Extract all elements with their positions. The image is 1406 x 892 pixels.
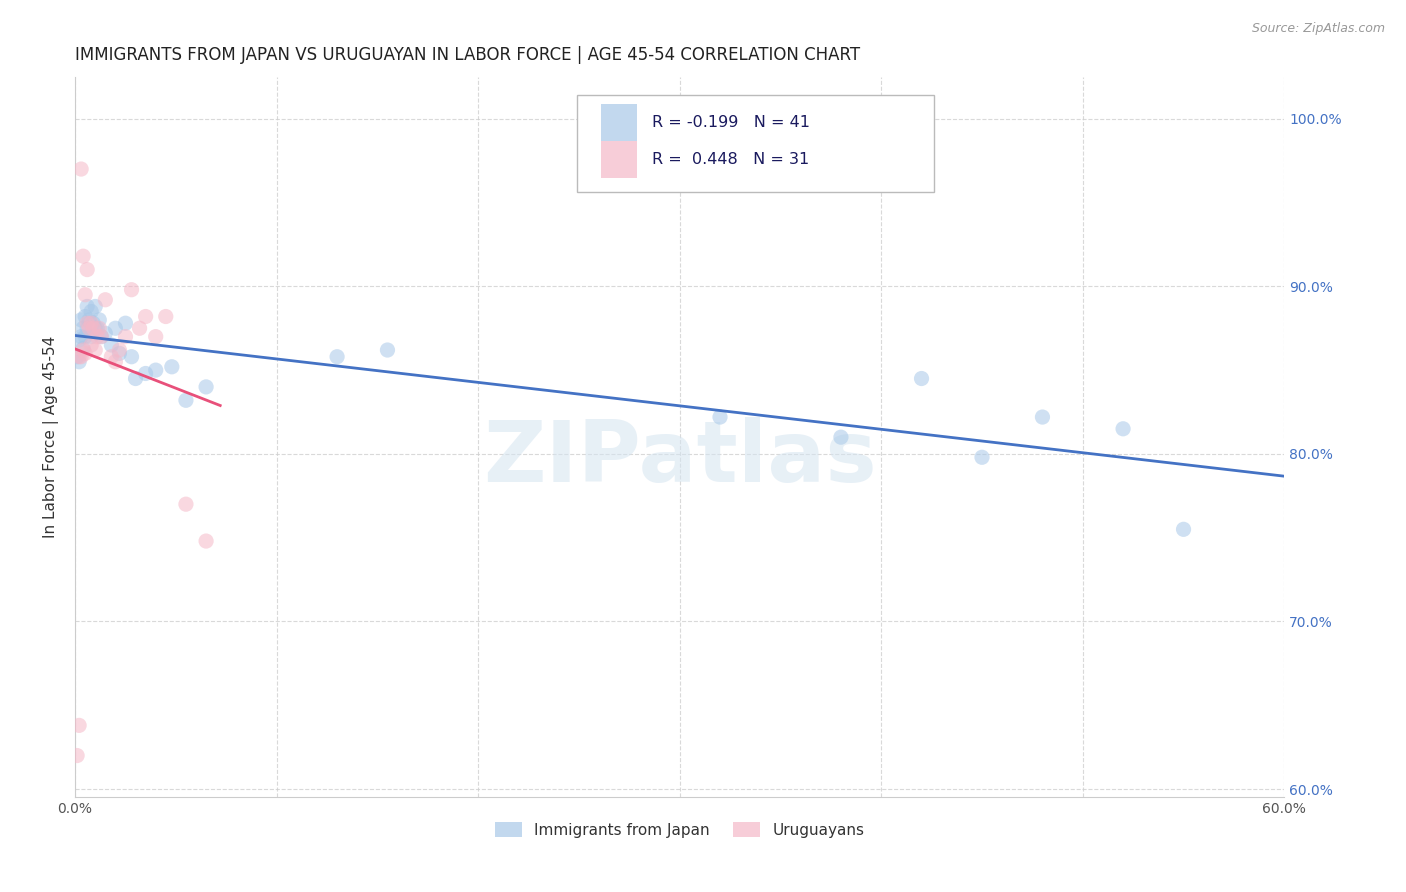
Point bbox=[70, 350, 93, 364]
Point bbox=[80, 329, 103, 343]
Point bbox=[76, 262, 98, 277]
Point bbox=[104, 321, 127, 335]
Point bbox=[72, 249, 94, 263]
Point bbox=[104, 355, 127, 369]
Point bbox=[86, 329, 108, 343]
Point bbox=[124, 371, 146, 385]
Point bbox=[76, 321, 98, 335]
Point bbox=[135, 367, 157, 381]
Point bbox=[72, 321, 94, 335]
Point bbox=[100, 338, 122, 352]
Point bbox=[910, 371, 932, 385]
FancyBboxPatch shape bbox=[602, 103, 637, 141]
Point bbox=[82, 316, 104, 330]
Point bbox=[94, 293, 117, 307]
Point bbox=[121, 283, 143, 297]
Point bbox=[67, 350, 90, 364]
Point bbox=[174, 393, 197, 408]
Point bbox=[1173, 522, 1195, 536]
Point bbox=[89, 321, 111, 335]
Point bbox=[70, 329, 93, 343]
Point bbox=[128, 321, 150, 335]
Point bbox=[72, 342, 94, 356]
Point bbox=[82, 321, 104, 335]
Point bbox=[70, 313, 93, 327]
Point bbox=[970, 450, 993, 465]
Point bbox=[174, 497, 197, 511]
Point bbox=[114, 316, 136, 330]
Point bbox=[72, 343, 94, 357]
Point bbox=[145, 363, 167, 377]
Point bbox=[1112, 422, 1135, 436]
Point bbox=[70, 162, 93, 177]
Text: ZIPatlas: ZIPatlas bbox=[482, 417, 876, 500]
Point bbox=[90, 329, 112, 343]
Point bbox=[326, 350, 349, 364]
Point bbox=[108, 346, 131, 360]
Point bbox=[76, 300, 98, 314]
Text: R = -0.199   N = 41: R = -0.199 N = 41 bbox=[652, 115, 810, 129]
FancyBboxPatch shape bbox=[576, 95, 934, 192]
Point bbox=[121, 350, 143, 364]
Text: IMMIGRANTS FROM JAPAN VS URUGUAYAN IN LABOR FORCE | AGE 45-54 CORRELATION CHART: IMMIGRANTS FROM JAPAN VS URUGUAYAN IN LA… bbox=[75, 46, 860, 64]
Point bbox=[67, 718, 90, 732]
Point bbox=[89, 313, 111, 327]
FancyBboxPatch shape bbox=[602, 141, 637, 178]
Text: R =  0.448   N = 31: R = 0.448 N = 31 bbox=[652, 153, 808, 168]
Point bbox=[84, 343, 107, 357]
Point bbox=[75, 310, 97, 324]
Point bbox=[195, 534, 218, 549]
Point bbox=[77, 321, 100, 335]
Point bbox=[66, 350, 89, 364]
Point bbox=[67, 355, 90, 369]
Point bbox=[94, 326, 117, 341]
Text: Source: ZipAtlas.com: Source: ZipAtlas.com bbox=[1251, 22, 1385, 36]
Point bbox=[377, 343, 399, 357]
Point bbox=[84, 321, 107, 335]
Y-axis label: In Labor Force | Age 45-54: In Labor Force | Age 45-54 bbox=[44, 336, 59, 538]
Point bbox=[160, 359, 183, 374]
Legend: Immigrants from Japan, Uruguayans: Immigrants from Japan, Uruguayans bbox=[489, 815, 870, 844]
Point bbox=[100, 350, 122, 364]
Point bbox=[114, 329, 136, 343]
Point bbox=[155, 310, 177, 324]
Point bbox=[830, 430, 852, 444]
Point bbox=[86, 321, 108, 335]
Point bbox=[84, 300, 107, 314]
Point bbox=[76, 316, 98, 330]
Point bbox=[135, 310, 157, 324]
Point bbox=[709, 410, 731, 425]
Point bbox=[67, 333, 90, 347]
Point bbox=[66, 748, 89, 763]
Point bbox=[75, 287, 97, 301]
Point bbox=[108, 343, 131, 357]
Point bbox=[75, 329, 97, 343]
Point bbox=[75, 346, 97, 360]
Point bbox=[80, 316, 103, 330]
Point bbox=[90, 329, 112, 343]
Point bbox=[195, 380, 218, 394]
Point bbox=[77, 313, 100, 327]
Point bbox=[1031, 410, 1053, 425]
Point bbox=[80, 338, 103, 352]
Point bbox=[145, 329, 167, 343]
Point bbox=[80, 304, 103, 318]
